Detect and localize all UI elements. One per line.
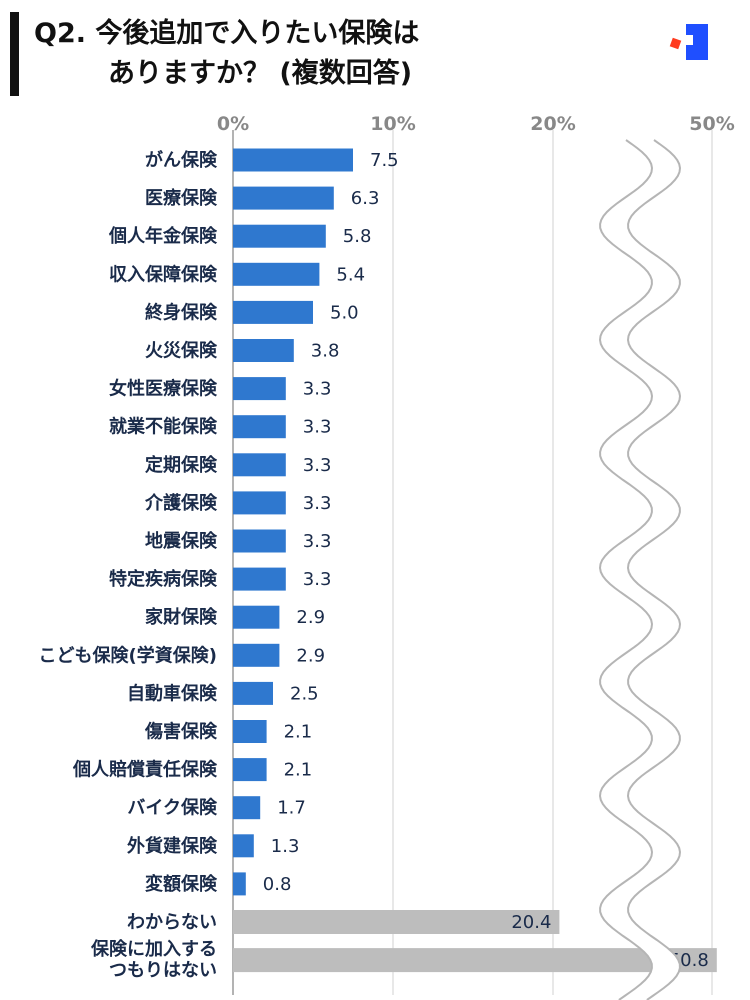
category-label: つもりはない — [109, 960, 217, 981]
title-accent-bar — [10, 12, 19, 96]
category-label: 傷害保険 — [144, 721, 218, 743]
value-label: 6.3 — [351, 188, 380, 209]
category-label: 定期保険 — [145, 454, 218, 476]
category-label: 収入保障保険 — [109, 263, 218, 285]
category-label: 特定疾病保険 — [109, 568, 218, 590]
value-label: 5.8 — [343, 226, 372, 247]
bar — [233, 948, 717, 973]
value-label: 5.4 — [336, 264, 365, 285]
category-label: 個人賠償責任保険 — [72, 759, 218, 781]
category-label: 医療保険 — [145, 187, 218, 209]
value-label: 2.5 — [290, 683, 319, 704]
value-label: 3.3 — [303, 493, 332, 514]
axis-break-band — [600, 140, 680, 1000]
bar — [233, 148, 353, 172]
value-label: 0.8 — [263, 874, 292, 895]
category-label: 女性医療保険 — [109, 378, 218, 400]
bar — [233, 643, 280, 667]
bar — [233, 300, 313, 324]
category-label: 個人年金保険 — [108, 225, 218, 247]
category-label: 変額保険 — [145, 873, 218, 895]
bar — [233, 910, 560, 934]
category-label: 保険に加入する — [90, 938, 217, 960]
bar-chart: 0% 10% 20% 50% がん保険 7.5 医療保険 6.3 個人年金保険 5.8 収入保障保険… — [39, 113, 735, 1000]
x-tick-label: 10% — [370, 113, 415, 135]
category-label: 自動車保険 — [127, 682, 218, 704]
bar — [233, 720, 267, 743]
bar — [233, 224, 326, 248]
category-label: 終身保険 — [145, 301, 218, 323]
bar — [233, 529, 286, 553]
x-tick-label: 50% — [689, 113, 734, 135]
bar — [233, 834, 254, 858]
bar — [233, 453, 286, 477]
bar — [233, 681, 273, 705]
axis-break-edge — [598, 139, 654, 1000]
bar — [233, 758, 267, 782]
bar — [233, 377, 286, 401]
bar — [233, 605, 280, 629]
category-label: 家財保険 — [145, 606, 218, 628]
category-label: バイク保険 — [127, 797, 218, 819]
value-label: 5.0 — [330, 302, 359, 323]
category-label: 外貨建保険 — [127, 835, 218, 857]
chart-title-line1: Q2. 今後追加で入りたい保険は — [34, 18, 420, 49]
bar — [233, 796, 261, 820]
bar — [233, 491, 286, 515]
category-label: がん保険 — [145, 149, 218, 171]
value-label: 3.3 — [303, 379, 332, 400]
value-label: 3.3 — [303, 569, 332, 590]
value-label: 20.4 — [511, 912, 551, 933]
bar — [233, 872, 246, 896]
category-label: 就業不能保険 — [109, 416, 218, 438]
value-label: 7.5 — [370, 150, 399, 171]
value-label: 2.9 — [296, 607, 325, 628]
value-label: 1.3 — [271, 836, 300, 857]
value-label: 3.8 — [311, 341, 340, 362]
x-tick-label: 20% — [530, 113, 575, 135]
value-label: 2.1 — [284, 722, 313, 743]
value-label: 3.3 — [303, 531, 332, 552]
axis-break-edge — [626, 139, 682, 1000]
bar — [233, 567, 286, 591]
category-label: わからない — [127, 912, 217, 933]
bar — [233, 415, 286, 439]
bar — [233, 339, 294, 362]
value-label: 1.7 — [277, 798, 306, 819]
category-label: こども保険(学資保険) — [39, 644, 217, 666]
chart-title-line2: ありますか？ (複数回答) — [108, 58, 413, 89]
category-label: 地震保険 — [145, 530, 218, 552]
category-label: 介護保険 — [144, 492, 218, 514]
category-label: 火災保険 — [145, 340, 218, 362]
value-label: 3.3 — [303, 417, 332, 438]
bar — [233, 186, 334, 210]
value-label: 3.3 — [303, 455, 332, 476]
brand-logo-icon — [669, 24, 708, 60]
x-tick-label: 0% — [217, 113, 249, 135]
chart-title: Q2. 今後追加で入りたい保険は ありますか？ (複数回答) — [34, 14, 634, 94]
value-label: 2.9 — [296, 645, 325, 666]
value-label: 2.1 — [284, 760, 313, 781]
bar — [233, 262, 320, 286]
